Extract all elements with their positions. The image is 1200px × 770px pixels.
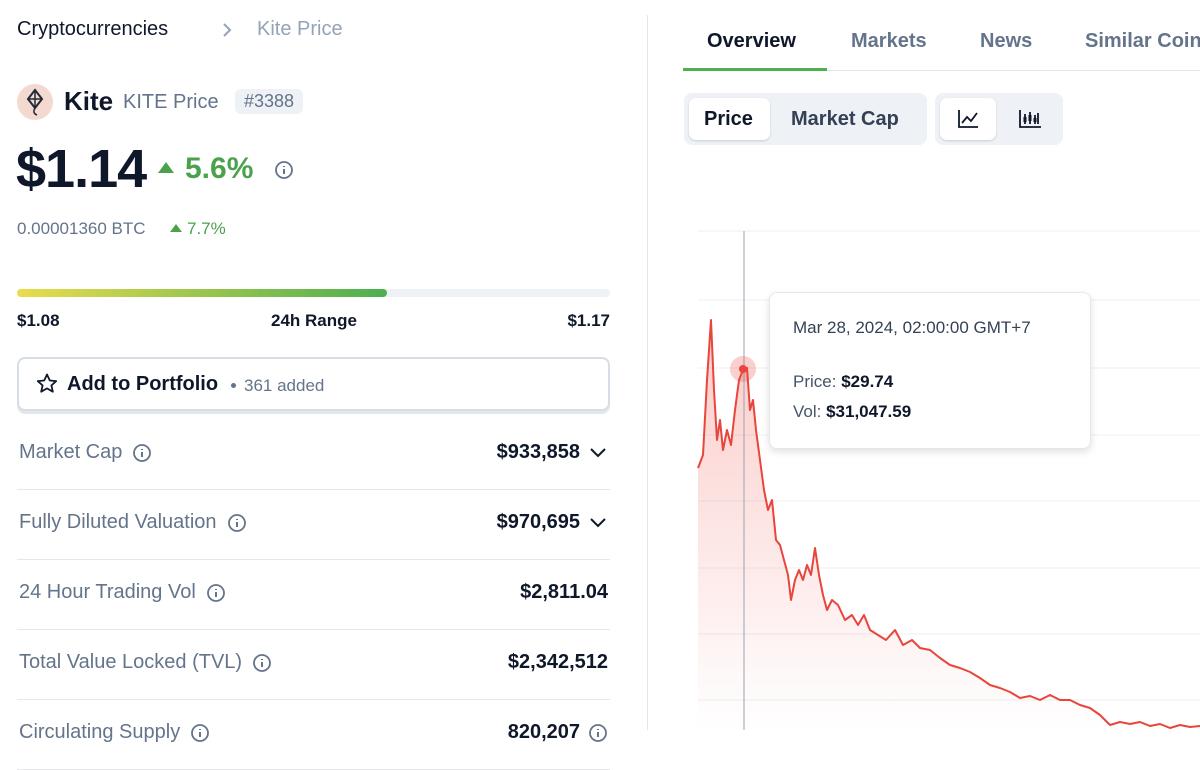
divider	[647, 15, 648, 730]
tab-indicator	[683, 68, 827, 71]
stat-label-group: Market Cap	[19, 441, 152, 464]
tooltip-price: $29.74	[841, 372, 894, 391]
info-icon[interactable]	[227, 513, 247, 533]
stat-label-group: Total Value Locked (TVL)	[19, 651, 272, 674]
price-area	[698, 320, 1200, 730]
breadcrumb-root[interactable]: Cryptocurrencies	[17, 18, 169, 40]
stat-row: Fully Diluted Valuation $970,695	[17, 489, 610, 560]
breadcrumb-current: Kite Price	[257, 18, 343, 40]
toggle-market-cap[interactable]: Market Cap	[791, 108, 899, 130]
price-change: 5.6%	[185, 152, 254, 185]
btc-change: 7.7%	[187, 219, 226, 238]
page: Cryptocurrencies Kite Price Kite KITE Pr…	[16, 15, 1200, 770]
add-portfolio-label: Add to Portfolio	[67, 373, 219, 395]
tab[interactable]: Similar Coins	[1085, 30, 1200, 52]
portfolio-count: 361 added	[244, 376, 325, 395]
expand-chevron[interactable]	[588, 516, 608, 530]
toggle-active-bg	[689, 98, 770, 140]
stat-label: 24 Hour Trading Vol	[19, 581, 196, 603]
info-icon[interactable]	[132, 443, 152, 463]
stat-label: Total Value Locked (TVL)	[19, 651, 243, 673]
breadcrumb-chevron	[223, 23, 232, 37]
info-icon[interactable]	[252, 653, 272, 673]
range-fill	[17, 289, 387, 297]
candle-chart-button[interactable]	[1018, 109, 1042, 129]
tab[interactable]: Markets	[851, 30, 927, 52]
stat-label-group: 24 Hour Trading Vol	[19, 581, 226, 604]
tabs-border	[683, 70, 1200, 71]
stat-value: $970,695	[496, 511, 580, 533]
screen: Cryptocurrencies Kite Price Kite KITE Pr…	[16, 15, 1200, 770]
add-portfolio-button[interactable]: Add to Portfolio 361 added	[17, 357, 610, 411]
hover-point	[739, 365, 747, 373]
stat-value: $2,342,512	[507, 651, 608, 673]
coin-name: Kite	[64, 86, 114, 116]
tooltip-date: Mar 28, 2024, 02:00:00 GMT+7	[793, 318, 1031, 337]
btc-price: 0.00001360 BTC	[17, 219, 146, 238]
stat-label: Fully Diluted Valuation	[19, 511, 217, 533]
info-icon[interactable]	[274, 160, 294, 180]
chart-type-toggle: Price Market Cap	[684, 93, 927, 145]
tab[interactable]: News	[980, 30, 1033, 52]
stat-label-group: Fully Diluted Valuation	[19, 511, 247, 534]
range-label: 24h Range	[271, 311, 357, 330]
coin-logo	[17, 84, 53, 120]
tooltip-price-row: Price: $29.74	[793, 372, 893, 392]
toggle-price[interactable]: Price	[704, 108, 753, 130]
coin-rank: #3388	[235, 89, 304, 114]
coin-symbol: KITE Price	[123, 91, 219, 113]
stat-value: $933,858	[496, 441, 580, 463]
bullet	[231, 383, 236, 388]
tooltip-vol: $31,047.59	[826, 402, 912, 421]
range-high: $1.17	[567, 311, 610, 330]
tab[interactable]: Overview	[707, 30, 796, 52]
tooltip-price-label: Price:	[793, 372, 837, 391]
up-arrow-small	[170, 224, 182, 232]
stat-value-group: $933,858	[497, 441, 608, 464]
price: $1.14	[16, 139, 147, 199]
range-low: $1.08	[17, 311, 60, 330]
stat-value: $2,811.04	[520, 581, 608, 603]
star-icon	[36, 373, 58, 393]
tooltip-vol-label: Vol:	[793, 402, 822, 421]
stat-label: Market Cap	[19, 441, 123, 463]
stat-value-group: $970,695	[497, 511, 608, 534]
info-icon[interactable]	[206, 583, 226, 603]
up-arrow	[158, 162, 174, 173]
tooltip: Mar 28, 2024, 02:00:00 GMT+7 Price: $29.…	[769, 292, 1091, 449]
chart-style-toggle	[935, 93, 1063, 145]
tooltip-vol-row: Vol: $31,047.59	[793, 402, 911, 422]
line-chart-button[interactable]	[940, 98, 996, 140]
stat-row: Market Cap $933,858	[17, 419, 610, 490]
stat-row: 24 Hour Trading Vol $2,811.04	[17, 559, 610, 630]
expand-chevron[interactable]	[588, 446, 608, 460]
stat-value-group: $2,342,512	[508, 651, 608, 674]
line-icon	[958, 110, 978, 128]
stat-row: Total Value Locked (TVL) $2,342,512	[17, 629, 610, 700]
stat-value-group: $2,811.04	[520, 581, 608, 604]
